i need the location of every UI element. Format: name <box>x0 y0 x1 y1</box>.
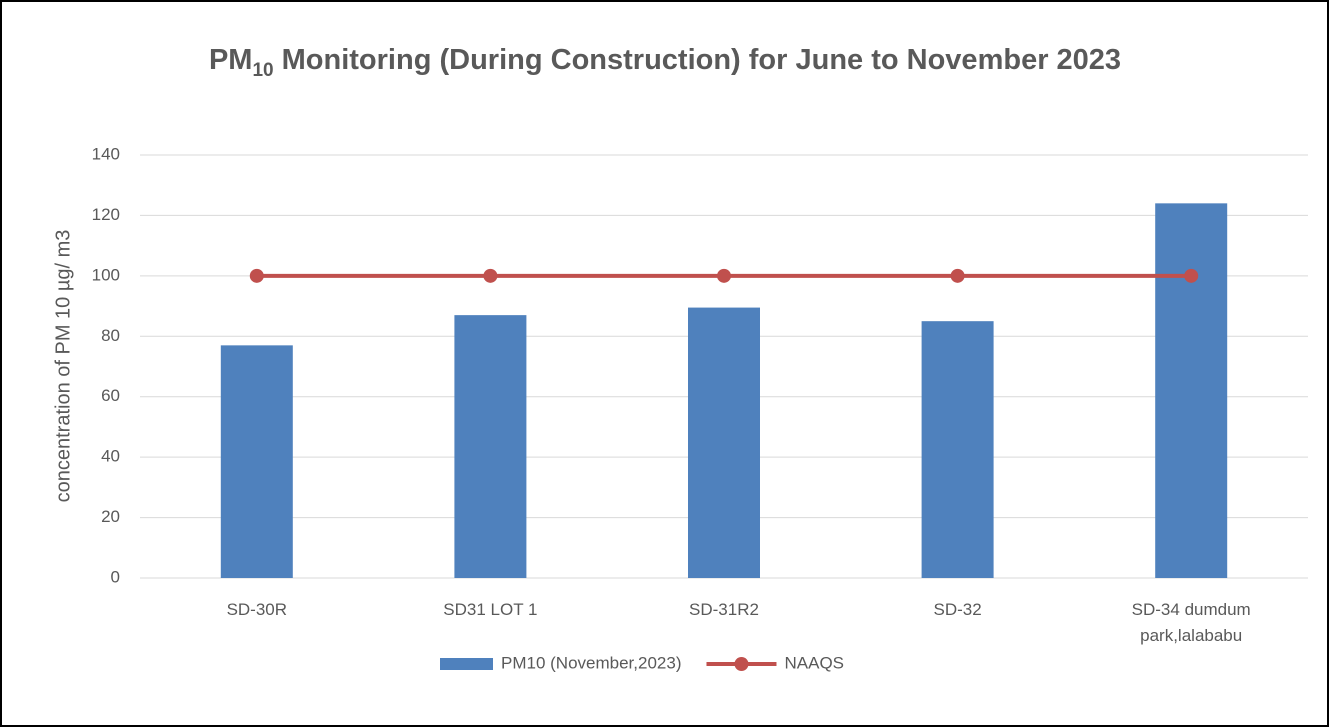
line-marker <box>249 268 264 283</box>
y-tick-label: 80 <box>101 326 120 345</box>
legend-label: PM10 (November,2023) <box>501 653 681 672</box>
y-tick-label: 20 <box>101 507 120 526</box>
chart-title: PM10 Monitoring (During Construction) fo… <box>165 38 1165 93</box>
y-tick-label: 120 <box>92 205 120 224</box>
title-text: PM <box>208 44 253 76</box>
y-tick-label: 60 <box>101 386 120 405</box>
line-marker <box>717 268 731 283</box>
title-subscript: 10 <box>252 59 274 81</box>
bar <box>688 307 760 578</box>
y-tick-label: 140 <box>92 144 120 163</box>
bar <box>1155 203 1228 579</box>
x-tick-label: SD31 LOT 1 <box>443 600 538 619</box>
line-marker <box>483 268 498 283</box>
x-tick-label: SD-30R <box>226 600 288 619</box>
bar <box>454 315 527 578</box>
line-marker <box>1184 268 1199 283</box>
y-tick-label: 0 <box>111 567 120 586</box>
legend-label: NAAQS <box>784 653 844 672</box>
x-tick-label: SD-32 <box>933 600 982 619</box>
y-axis-label: concentration of PM 10 µg/ m3 <box>52 230 74 503</box>
bar <box>921 321 994 578</box>
legend-marker <box>734 657 749 671</box>
legend-swatch <box>440 658 493 670</box>
bar <box>220 345 293 578</box>
x-tick-label: SD-34 dumdum park,lalababu <box>1131 600 1251 645</box>
line-marker <box>950 268 965 283</box>
y-tick-label: 100 <box>92 265 120 284</box>
x-tick-label: SD-31R2 <box>689 600 759 619</box>
title-rest: Monitoring (During Construction) for Jun… <box>273 44 1122 76</box>
y-tick-label: 40 <box>101 447 120 466</box>
